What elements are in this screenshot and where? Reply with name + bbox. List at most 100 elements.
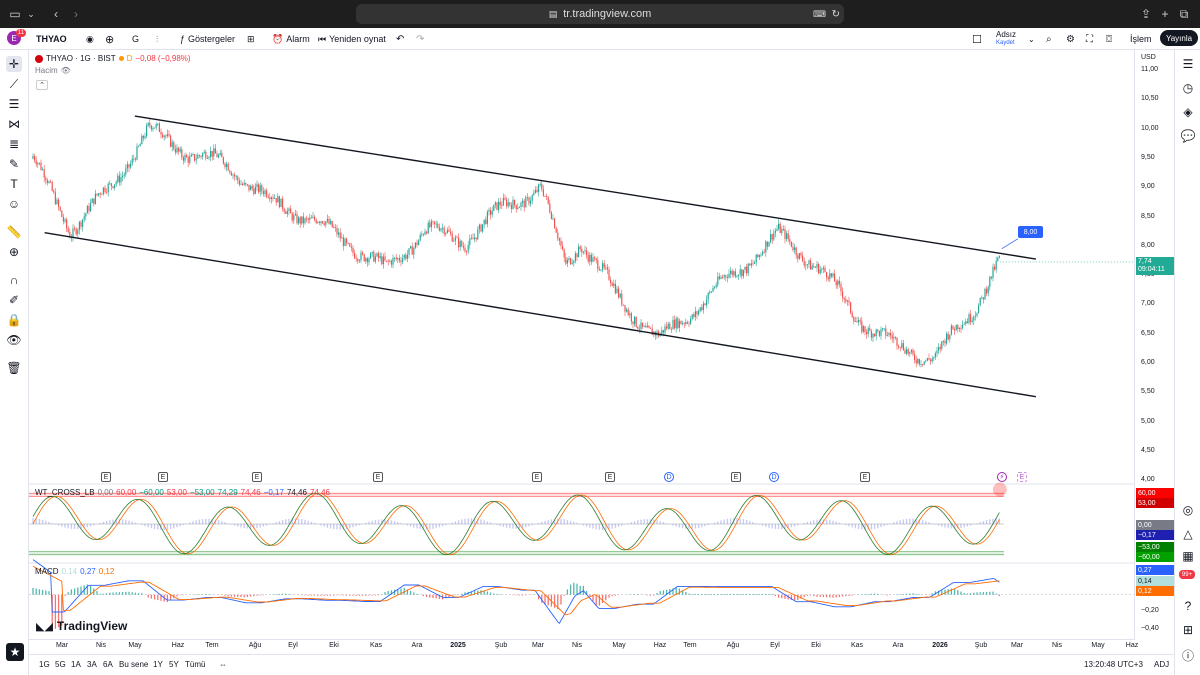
volume-legend[interactable]: Hacim 👁	[35, 66, 71, 75]
alert-button[interactable]: ⏰ Alarm	[272, 32, 310, 46]
future-earnings-marker[interactable]: E	[1017, 472, 1027, 482]
volume-eye-icon[interactable]: 👁	[60, 66, 71, 75]
pattern-icon[interactable]: ⋈	[8, 117, 20, 131]
replay-button[interactable]: ⏮ Yeniden oynat	[318, 32, 386, 46]
candle-body	[928, 358, 930, 360]
brush-icon[interactable]: ✎	[8, 157, 20, 171]
publish-button[interactable]: Yayınla	[1160, 30, 1198, 46]
earnings-marker[interactable]: E	[158, 472, 168, 482]
range-button[interactable]: 5G	[55, 660, 66, 669]
redo-icon[interactable]: ↷	[416, 33, 425, 45]
sidebar-icon[interactable]: ▭	[9, 7, 21, 21]
watch-icon[interactable]: ◉	[86, 33, 94, 44]
crosshair-icon[interactable]: ✛	[6, 56, 22, 72]
earnings-marker[interactable]: E	[532, 472, 542, 482]
layers-icon[interactable]: ◈	[1183, 105, 1193, 119]
collapse-legend-icon[interactable]: ⌃	[36, 80, 48, 90]
candle-body	[114, 184, 116, 188]
zoom-in-icon[interactable]: ⊕	[8, 245, 20, 259]
earnings-marker[interactable]: E	[373, 472, 383, 482]
horizontal-lines-icon[interactable]: ☰	[8, 97, 20, 111]
candle-body	[69, 232, 71, 238]
range-button[interactable]: Tümü	[185, 660, 206, 669]
share-icon[interactable]: ⇪	[1140, 7, 1152, 21]
help-icon[interactable]: ?	[1184, 599, 1192, 613]
trash-icon[interactable]: 🗑	[6, 361, 22, 375]
lock-drawing-icon[interactable]: ✐	[8, 293, 20, 307]
macd-legend[interactable]: MACD 0,14 0,27 0,12	[35, 567, 114, 576]
earnings-marker[interactable]: E	[860, 472, 870, 482]
range-button[interactable]: 6A	[103, 660, 113, 669]
layout-square-icon[interactable]: ☐	[972, 33, 982, 46]
indicators-button[interactable]: ƒ Göstergeler	[180, 32, 235, 46]
range-button[interactable]: 1G	[39, 660, 50, 669]
candle-body	[963, 323, 965, 325]
time-axis[interactable]: Mar Nis May Haz Tem Ağu Eyl Eki Kas Ara 2025 Şub Mar…	[29, 639, 1138, 653]
lightning-marker-icon[interactable]: ⚡	[997, 472, 1007, 482]
dividend-marker[interactable]: D	[769, 472, 779, 482]
candle-body	[45, 177, 47, 181]
watchlist-icon[interactable]: ☰	[1182, 57, 1194, 71]
quick-search-icon[interactable]: ⌕	[1046, 33, 1052, 45]
chevron-down-icon[interactable]: ⌄	[27, 8, 35, 19]
range-button[interactable]: 1A	[71, 660, 81, 669]
apps-grid-icon[interactable]: ⊞	[1182, 623, 1194, 637]
favorites-star-icon[interactable]: ★	[6, 643, 24, 661]
emoji-icon[interactable]: ☺	[7, 197, 21, 211]
ideas-icon[interactable]: ◎	[1182, 503, 1194, 517]
visibility-eye-icon[interactable]: 👁	[6, 333, 22, 347]
new-tab-icon[interactable]: +	[1161, 7, 1169, 21]
candle-body	[224, 163, 226, 168]
back-icon[interactable]: ‹	[54, 7, 58, 21]
price-scale[interactable]: USD 11,0010,5010,009,509,008,508,007,507…	[1134, 50, 1174, 640]
camera-icon[interactable]: ⌼	[1106, 33, 1112, 45]
fib-icon[interactable]: ≣	[8, 137, 20, 151]
tabs-icon[interactable]: ⧉	[1179, 6, 1189, 21]
dividend-marker[interactable]: D	[664, 472, 674, 482]
address-bar[interactable]: ▤ tr.tradingview.com ⌨ ↻	[356, 4, 844, 24]
templates-icon[interactable]: ⊞	[247, 33, 255, 44]
candle-body	[352, 247, 354, 254]
candle-body	[454, 237, 456, 241]
ruler-icon[interactable]: 📏	[6, 225, 22, 239]
range-button[interactable]: 3A	[87, 660, 97, 669]
undo-icon[interactable]: ↶	[396, 33, 405, 45]
symbol-legend[interactable]: THYAO · 1G · BIST D −0,08 (−0,98%)	[35, 54, 191, 63]
price-callout[interactable]: 8,00	[1018, 226, 1043, 238]
trade-button[interactable]: İşlem	[1130, 32, 1152, 46]
wt-value: 74,46	[309, 488, 330, 497]
wt-legend[interactable]: WT_CROSS_LB 0,00 60,00 −60,00 53,00 −53,…	[35, 488, 330, 497]
clock[interactable]: 13:20:48 UTC+3	[1084, 660, 1143, 669]
streams-icon[interactable]: △	[1183, 527, 1193, 541]
calendar-icon[interactable]: ▦	[1182, 549, 1194, 563]
earnings-marker[interactable]: E	[252, 472, 262, 482]
trendline-icon[interactable]: ⟋	[9, 76, 19, 91]
reload-icon[interactable]: ↻	[831, 8, 840, 20]
magnet-icon[interactable]: ∩	[9, 273, 19, 287]
earnings-marker[interactable]: E	[731, 472, 741, 482]
compare-plus-icon[interactable]: ⊕	[105, 33, 115, 46]
symbol-search[interactable]: THYAO	[36, 32, 67, 46]
range-button[interactable]: 5Y	[169, 660, 179, 669]
layout-name-button[interactable]: Adsız Kaydet	[996, 30, 1016, 48]
lock-icon[interactable]: 🔒	[6, 313, 22, 327]
text-icon[interactable]: T	[10, 177, 18, 191]
alerts-clock-icon[interactable]: ◷	[1182, 81, 1194, 95]
help-circle-icon[interactable]: ⓘ	[1181, 648, 1194, 663]
chat-icon[interactable]: 💬	[1180, 129, 1196, 143]
settings-gear-icon[interactable]: ⚙	[1066, 33, 1075, 45]
layout-chevron-icon[interactable]: ⌄	[1028, 34, 1035, 44]
candle-body	[650, 327, 652, 329]
date-range-icon[interactable]: ⇔	[219, 660, 227, 669]
forward-icon[interactable]: ›	[74, 7, 78, 21]
adj-toggle[interactable]: ADJ	[1154, 660, 1170, 669]
range-button[interactable]: Bu sene	[119, 660, 149, 669]
earnings-marker[interactable]: E	[605, 472, 615, 482]
chart-canvas[interactable]	[29, 50, 1134, 639]
translate-icon[interactable]: ⌨	[813, 8, 826, 19]
interval-select[interactable]: G	[132, 32, 139, 46]
fullscreen-icon[interactable]: ⛶	[1086, 33, 1093, 45]
earnings-marker[interactable]: E	[101, 472, 111, 482]
range-button[interactable]: 1Y	[153, 660, 163, 669]
chart-type-icon[interactable]: ⫶	[156, 33, 159, 44]
